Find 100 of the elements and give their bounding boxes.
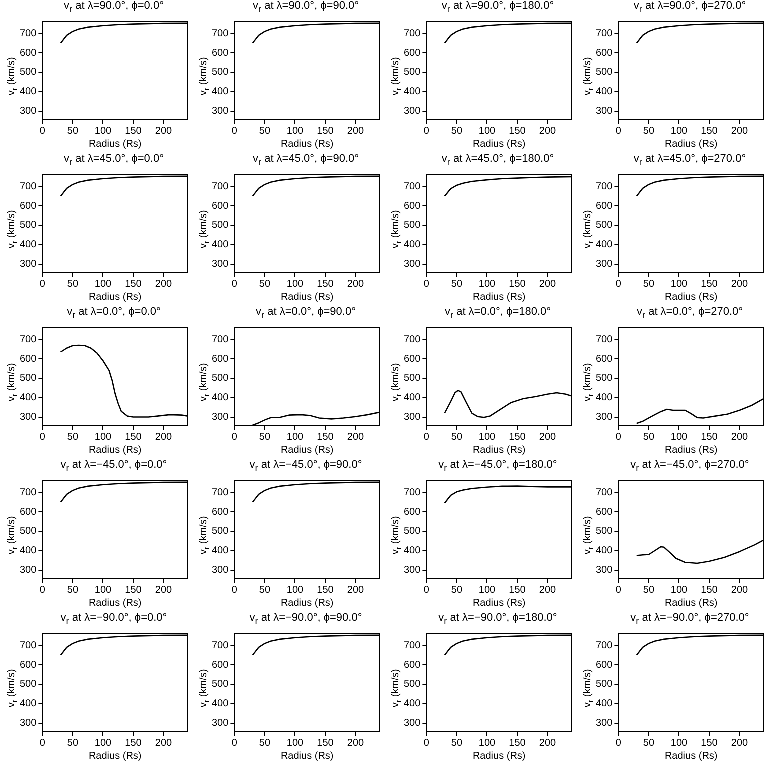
y-tick-label: 400 — [20, 698, 38, 710]
x-tick-label: 0 — [232, 584, 238, 596]
x-axis-title: Radius (Rs) — [88, 292, 142, 303]
y-tick-label: 400 — [212, 240, 230, 251]
y-tick-label: 700 — [20, 28, 38, 40]
y-tick-label: 600 — [212, 506, 230, 518]
y-tick-label: 300 — [20, 259, 38, 270]
y-tick-label: 400 — [20, 86, 38, 98]
y-tick-label: 700 — [20, 181, 38, 192]
x-axis-title: Radius (Rs) — [664, 750, 718, 762]
x-tick-label: 0 — [616, 278, 622, 290]
chart-title: v$_{r}$ at λ=−45.0°, ϕ=0.0° — [60, 459, 168, 474]
x-tick-label: 100 — [670, 126, 688, 137]
x-tick-label: 0 — [40, 738, 46, 749]
y-tick-label: 700 — [404, 28, 422, 40]
x-tick-label: 100 — [478, 584, 496, 596]
y-tick-label: 600 — [212, 354, 230, 365]
x-tick-label: 200 — [347, 432, 365, 443]
y-tick-label: 700 — [212, 181, 230, 192]
y-tick-label: 400 — [596, 698, 614, 710]
x-axis-title: Radius (Rs) — [472, 598, 526, 609]
x-tick-label: 0 — [616, 126, 622, 137]
y-tick-label: 700 — [20, 640, 38, 652]
y-tick-label: 600 — [20, 48, 38, 59]
x-axis-title: Radius (Rs) — [88, 444, 142, 456]
y-tick-label: 700 — [20, 334, 38, 346]
x-tick-label: 0 — [232, 432, 238, 443]
x-axis-title: Radius (Rs) — [280, 292, 334, 303]
x-tick-label: 0 — [232, 126, 238, 137]
x-tick-label: 50 — [259, 126, 271, 137]
chart-title: v$_{r}$ at λ=−45.0°, ϕ=270.0° — [630, 459, 750, 474]
y-tick-label: 400 — [404, 392, 422, 404]
x-tick-label: 200 — [155, 126, 173, 137]
x-tick-label: 0 — [40, 584, 46, 596]
y-tick-label: 700 — [596, 640, 614, 652]
x-tick-label: 200 — [155, 432, 173, 443]
y-tick-label: 500 — [212, 526, 230, 538]
x-tick-label: 100 — [478, 432, 496, 443]
chart-title: v$_{r}$ at λ=90.0°, ϕ=0.0° — [63, 0, 165, 14]
y-tick-label: 600 — [404, 506, 422, 518]
y-tick-label: 600 — [212, 48, 230, 59]
y-tick-label: 600 — [212, 200, 230, 212]
chart-title: v$_{r}$ at λ=−45.0°, ϕ=180.0° — [438, 459, 558, 474]
y-tick-label: 400 — [596, 546, 614, 557]
x-tick-label: 0 — [232, 278, 238, 290]
x-tick-label: 200 — [731, 584, 749, 596]
x-axis-title: Radius (Rs) — [664, 444, 718, 456]
x-axis-title: Radius (Rs) — [280, 750, 334, 762]
x-tick-label: 150 — [701, 738, 718, 749]
x-tick-label: 150 — [317, 126, 334, 137]
chart-title: v$_{r}$ at λ=45.0°, ϕ=90.0° — [252, 153, 360, 168]
x-tick-label: 50 — [643, 126, 655, 137]
x-tick-label: 150 — [317, 584, 334, 596]
y-tick-label: 600 — [404, 48, 422, 59]
x-tick-label: 50 — [451, 432, 463, 443]
x-axis-title: Radius (Rs) — [280, 444, 334, 456]
x-axis-title: Radius (Rs) — [88, 750, 142, 762]
x-tick-label: 100 — [478, 126, 496, 137]
x-axis-title: Radius (Rs) — [88, 138, 142, 150]
chart-title: v$_{r}$ at λ=−90.0°, ϕ=90.0° — [248, 612, 364, 626]
x-tick-label: 50 — [67, 738, 79, 749]
x-tick-label: 150 — [125, 738, 142, 749]
y-tick-label: 300 — [212, 412, 230, 424]
x-tick-label: 0 — [616, 738, 622, 749]
x-tick-label: 50 — [67, 126, 79, 137]
x-tick-label: 200 — [155, 278, 173, 290]
x-tick-label: 0 — [616, 432, 622, 443]
y-tick-label: 600 — [596, 48, 614, 59]
chart-title: v$_{r}$ at λ=45.0°, ϕ=180.0° — [440, 153, 556, 168]
y-tick-label: 400 — [20, 240, 38, 251]
chart-title: v$_{r}$ at λ=0.0°, ϕ=0.0° — [66, 306, 162, 320]
y-tick-label: 600 — [596, 660, 614, 671]
x-tick-label: 50 — [67, 432, 79, 443]
y-tick-label: 300 — [212, 565, 230, 576]
x-tick-label: 150 — [509, 584, 526, 596]
x-axis-title: Radius (Rs) — [472, 292, 526, 303]
x-axis-title: Radius (Rs) — [280, 138, 334, 150]
y-tick-label: 300 — [596, 412, 614, 424]
y-tick-label: 400 — [212, 86, 230, 98]
y-tick-label: 500 — [404, 220, 422, 232]
x-axis-title: Radius (Rs) — [472, 444, 526, 456]
chart-title: v$_{r}$ at λ=−90.0°, ϕ=270.0° — [630, 612, 750, 626]
x-tick-label: 50 — [451, 126, 463, 137]
y-tick-label: 600 — [404, 354, 422, 365]
chart-title: v$_{r}$ at λ=90.0°, ϕ=180.0° — [440, 0, 556, 14]
chart-title: v$_{r}$ at λ=−45.0°, ϕ=90.0° — [248, 459, 364, 474]
x-tick-label: 100 — [478, 738, 496, 749]
x-tick-label: 200 — [731, 278, 749, 290]
x-tick-label: 0 — [424, 278, 430, 290]
x-tick-label: 50 — [451, 584, 463, 596]
x-axis-title: Radius (Rs) — [280, 598, 334, 609]
x-tick-label: 0 — [424, 738, 430, 749]
x-tick-label: 150 — [509, 432, 526, 443]
x-tick-label: 0 — [424, 584, 430, 596]
chart-title: v$_{r}$ at λ=−90.0°, ϕ=0.0° — [60, 612, 168, 626]
x-tick-label: 50 — [259, 738, 271, 749]
y-tick-label: 300 — [404, 259, 422, 270]
y-tick-label: 600 — [596, 200, 614, 212]
y-tick-label: 700 — [596, 28, 614, 40]
y-tick-label: 700 — [212, 487, 230, 498]
